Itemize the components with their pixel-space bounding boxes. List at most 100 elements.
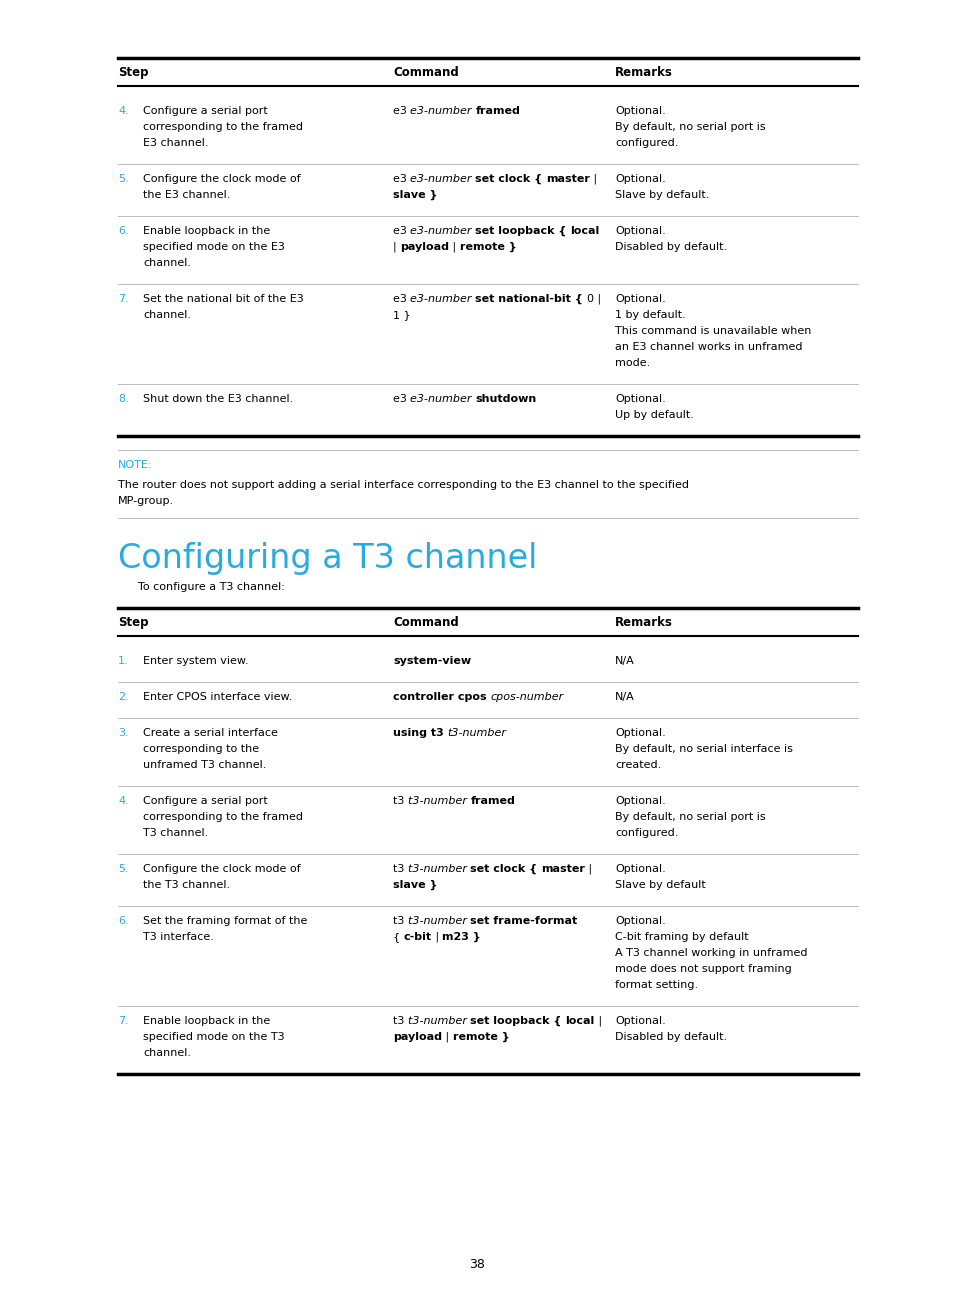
Text: m23 }: m23 }	[442, 932, 480, 942]
Text: format setting.: format setting.	[615, 980, 698, 990]
Text: Optional.: Optional.	[615, 916, 665, 927]
Text: 5.: 5.	[118, 174, 129, 184]
Text: t3: t3	[393, 1016, 408, 1026]
Text: |: |	[441, 1032, 452, 1042]
Text: Optional.: Optional.	[615, 796, 665, 806]
Text: 6.: 6.	[118, 916, 129, 927]
Text: e3: e3	[393, 394, 410, 404]
Text: Disabled by default.: Disabled by default.	[615, 242, 726, 251]
Text: 5.: 5.	[118, 864, 129, 874]
Text: |: |	[590, 174, 597, 184]
Text: channel.: channel.	[143, 310, 191, 320]
Text: Remarks: Remarks	[615, 66, 672, 79]
Text: Set the national bit of the E3: Set the national bit of the E3	[143, 294, 303, 305]
Text: 0 |: 0 |	[586, 294, 600, 305]
Text: NOTE:: NOTE:	[118, 460, 152, 470]
Text: e3: e3	[393, 106, 410, 117]
Text: Optional.: Optional.	[615, 728, 665, 737]
Text: corresponding to the framed: corresponding to the framed	[143, 122, 303, 132]
Text: framed: framed	[470, 796, 515, 806]
Text: C-bit framing by default: C-bit framing by default	[615, 932, 748, 942]
Text: e3: e3	[393, 294, 410, 305]
Text: Configure a serial port: Configure a serial port	[143, 796, 268, 806]
Text: e3: e3	[393, 174, 410, 184]
Text: unframed T3 channel.: unframed T3 channel.	[143, 759, 266, 770]
Text: Configure the clock mode of: Configure the clock mode of	[143, 174, 300, 184]
Text: Enter CPOS interface view.: Enter CPOS interface view.	[143, 692, 292, 702]
Text: |: |	[584, 864, 592, 875]
Text: corresponding to the: corresponding to the	[143, 744, 259, 754]
Text: set loopback {: set loopback {	[475, 226, 570, 236]
Text: the E3 channel.: the E3 channel.	[143, 191, 230, 200]
Text: framed: framed	[475, 106, 519, 117]
Text: The router does not support adding a serial interface corresponding to the E3 ch: The router does not support adding a ser…	[118, 480, 688, 490]
Text: t3: t3	[393, 916, 408, 927]
Text: 7.: 7.	[118, 1016, 129, 1026]
Text: Up by default.: Up by default.	[615, 410, 693, 420]
Text: configured.: configured.	[615, 828, 678, 839]
Text: controller cpos: controller cpos	[393, 692, 490, 702]
Text: configured.: configured.	[615, 137, 678, 148]
Text: e3-number: e3-number	[410, 294, 475, 305]
Text: t3: t3	[393, 864, 408, 874]
Text: |: |	[595, 1016, 601, 1026]
Text: payload: payload	[393, 1032, 441, 1042]
Text: channel.: channel.	[143, 258, 191, 268]
Text: 6.: 6.	[118, 226, 129, 236]
Text: channel.: channel.	[143, 1048, 191, 1058]
Text: |: |	[449, 242, 459, 253]
Text: |: |	[432, 932, 442, 942]
Text: Optional.: Optional.	[615, 394, 665, 404]
Text: By default, no serial port is: By default, no serial port is	[615, 122, 765, 132]
Text: e3-number: e3-number	[410, 174, 475, 184]
Text: set clock {: set clock {	[475, 174, 546, 184]
Text: an E3 channel works in unframed: an E3 channel works in unframed	[615, 342, 801, 353]
Text: A T3 channel working in unframed: A T3 channel working in unframed	[615, 947, 806, 958]
Text: {: {	[393, 932, 403, 942]
Text: Optional.: Optional.	[615, 864, 665, 874]
Text: local: local	[570, 226, 599, 236]
Text: t3-number: t3-number	[408, 796, 470, 806]
Text: Disabled by default.: Disabled by default.	[615, 1032, 726, 1042]
Text: set frame-format: set frame-format	[470, 916, 577, 927]
Text: slave }: slave }	[393, 880, 437, 890]
Text: local: local	[565, 1016, 595, 1026]
Text: Set the framing format of the: Set the framing format of the	[143, 916, 307, 927]
Text: Command: Command	[393, 66, 458, 79]
Text: N/A: N/A	[615, 692, 634, 702]
Text: N/A: N/A	[615, 656, 634, 666]
Text: shutdown: shutdown	[475, 394, 536, 404]
Text: 1 by default.: 1 by default.	[615, 310, 685, 320]
Text: Slave by default: Slave by default	[615, 880, 705, 890]
Text: 1 }: 1 }	[393, 310, 410, 320]
Text: 4.: 4.	[118, 796, 129, 806]
Text: 3.: 3.	[118, 728, 129, 737]
Text: T3 channel.: T3 channel.	[143, 828, 208, 839]
Text: corresponding to the framed: corresponding to the framed	[143, 813, 303, 822]
Text: Configure a serial port: Configure a serial port	[143, 106, 268, 117]
Text: using t3: using t3	[393, 728, 447, 737]
Text: Step: Step	[118, 616, 149, 629]
Text: By default, no serial port is: By default, no serial port is	[615, 813, 765, 822]
Text: Configuring a T3 channel: Configuring a T3 channel	[118, 542, 537, 575]
Text: e3: e3	[393, 226, 410, 236]
Text: t3-number: t3-number	[408, 1016, 470, 1026]
Text: master: master	[546, 174, 590, 184]
Text: cpos-number: cpos-number	[490, 692, 563, 702]
Text: Optional.: Optional.	[615, 226, 665, 236]
Text: e3-number: e3-number	[410, 106, 475, 117]
Text: remote }: remote }	[452, 1032, 509, 1042]
Text: remote }: remote }	[459, 242, 516, 253]
Text: Shut down the E3 channel.: Shut down the E3 channel.	[143, 394, 293, 404]
Text: This command is unavailable when: This command is unavailable when	[615, 327, 810, 336]
Text: 38: 38	[469, 1258, 484, 1271]
Text: mode.: mode.	[615, 358, 650, 368]
Text: E3 channel.: E3 channel.	[143, 137, 209, 148]
Text: 8.: 8.	[118, 394, 129, 404]
Text: e3-number: e3-number	[410, 226, 475, 236]
Text: To configure a T3 channel:: To configure a T3 channel:	[138, 582, 285, 592]
Text: Enter system view.: Enter system view.	[143, 656, 249, 666]
Text: e3-number: e3-number	[410, 394, 475, 404]
Text: Command: Command	[393, 616, 458, 629]
Text: system-view: system-view	[393, 656, 471, 666]
